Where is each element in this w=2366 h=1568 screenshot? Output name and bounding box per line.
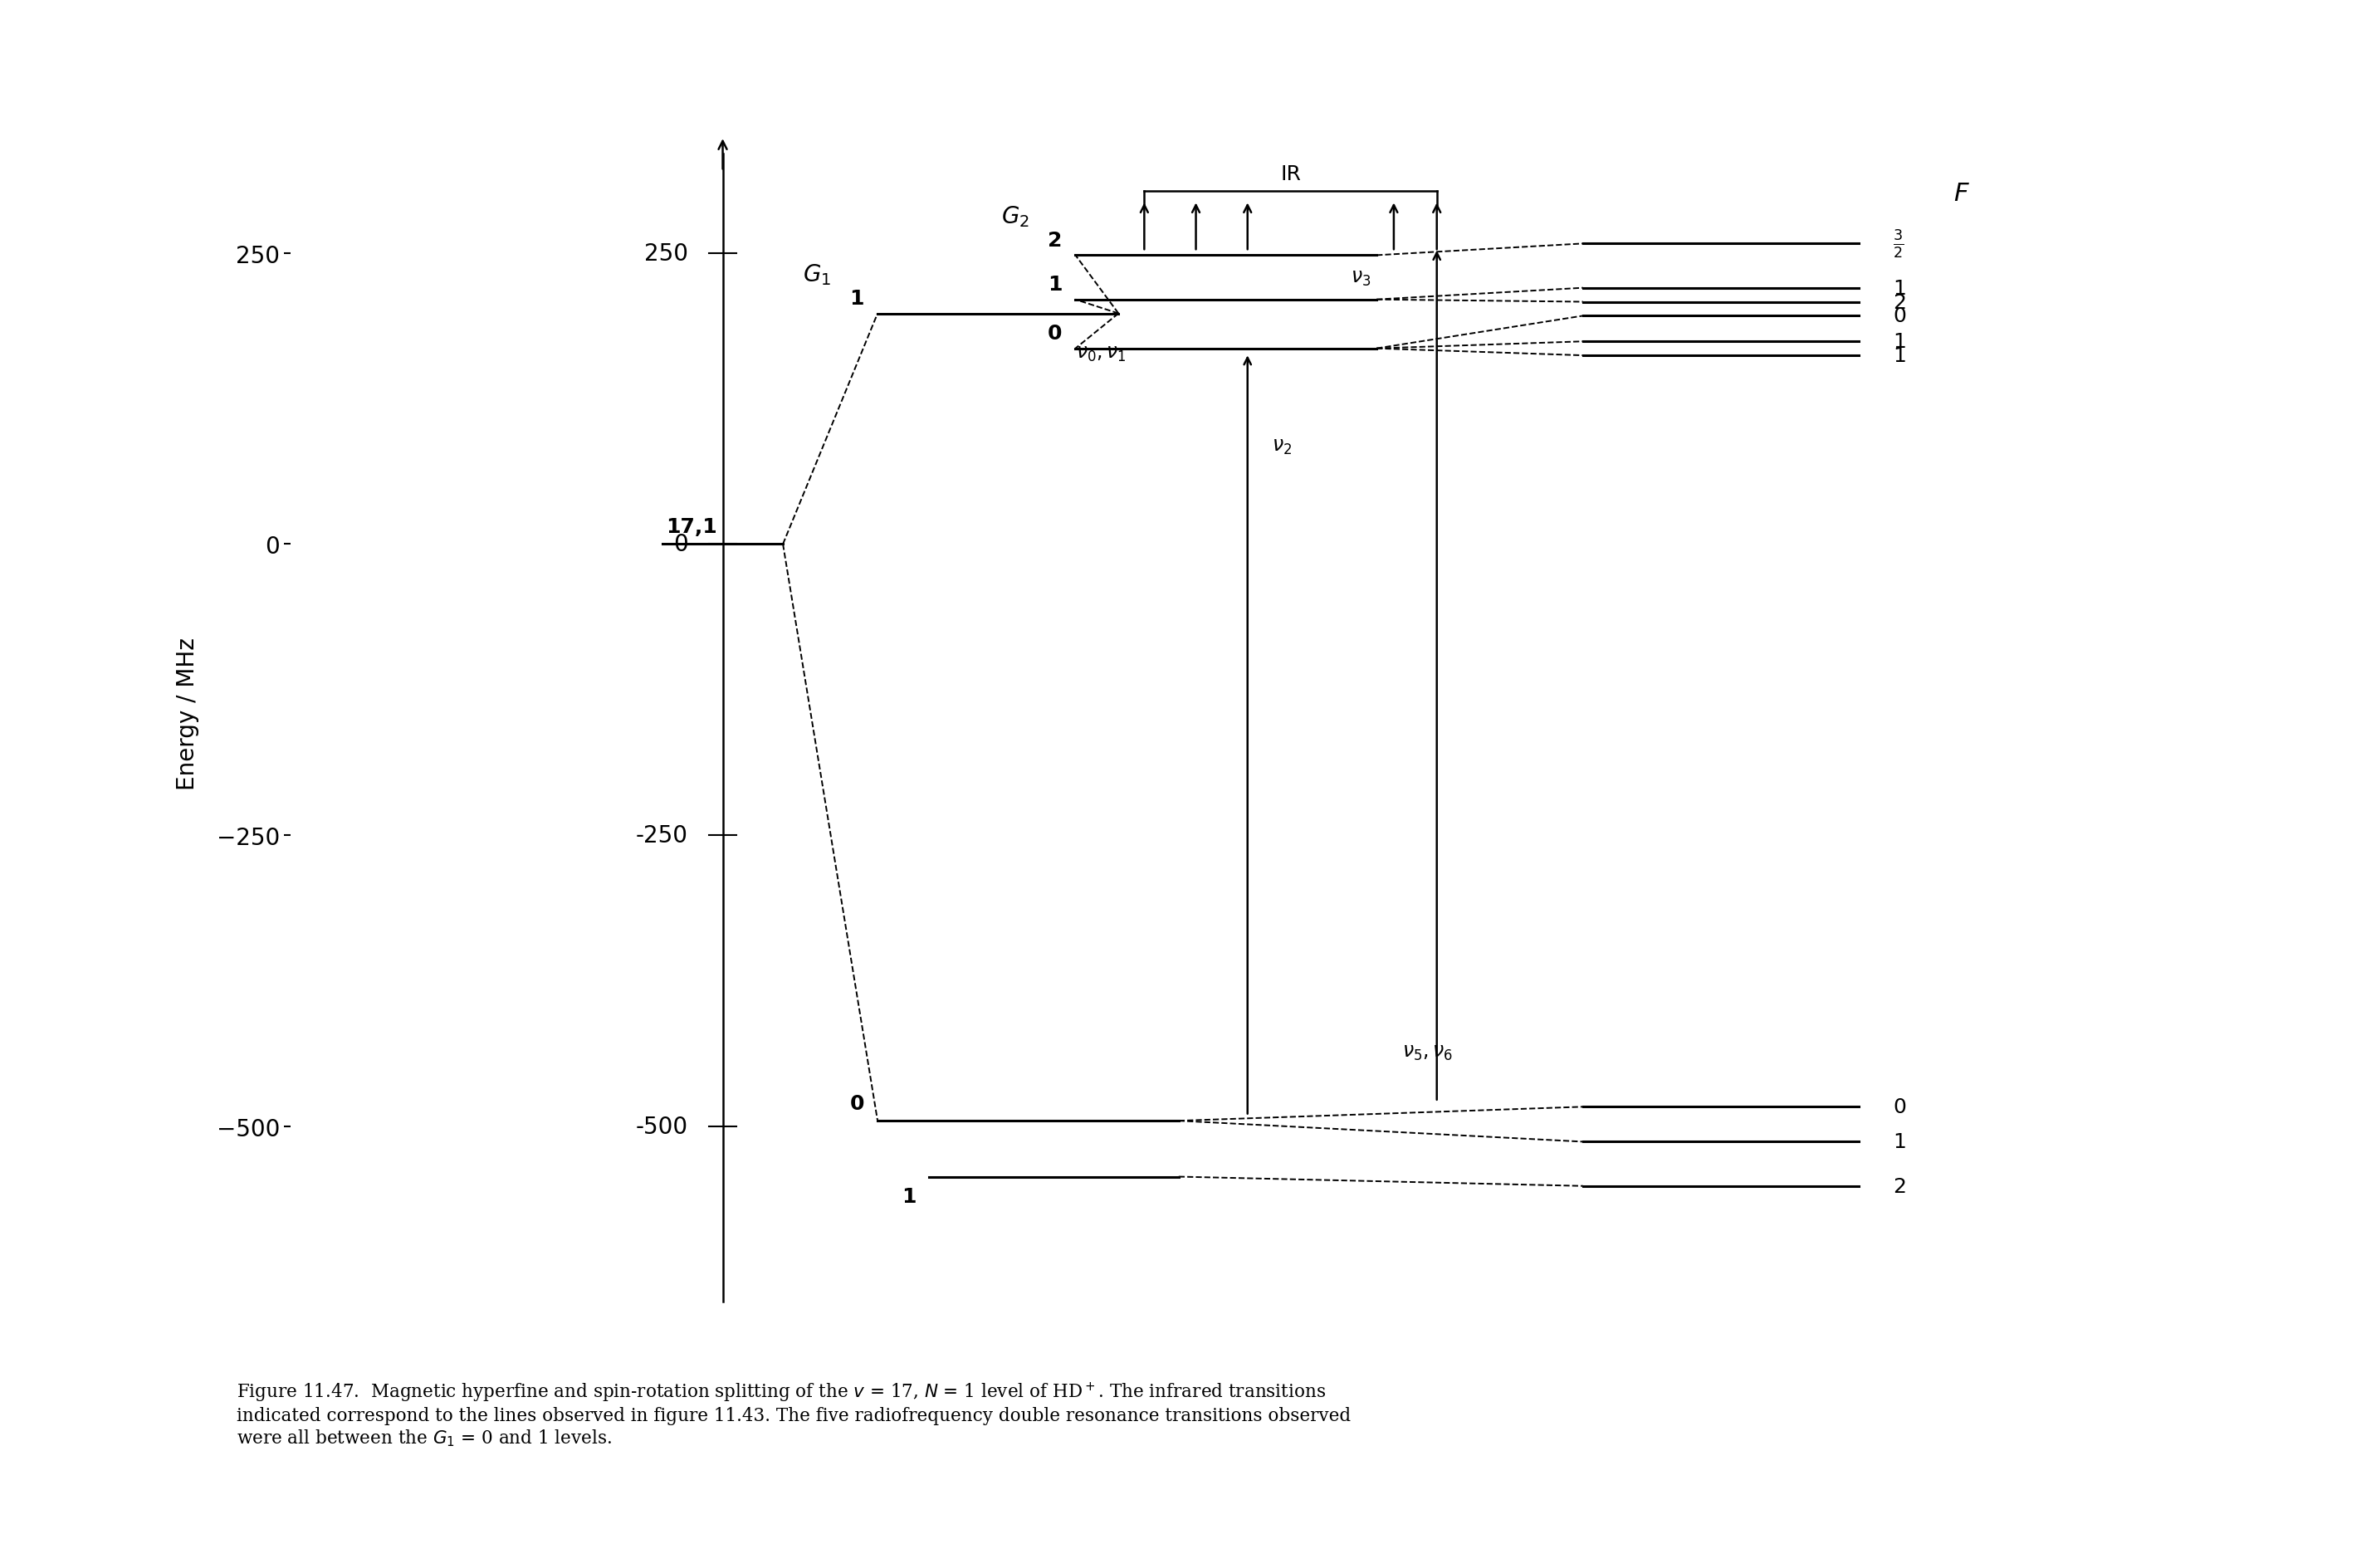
Text: 0: 0: [1893, 306, 1907, 326]
Text: $\nu_3$: $\nu_3$: [1351, 268, 1370, 289]
Y-axis label: Energy / MHz: Energy / MHz: [175, 637, 199, 790]
Text: $\frac{3}{2}$: $\frac{3}{2}$: [1893, 229, 1905, 260]
Text: Figure 11.47.  Magnetic hyperfine and spin-rotation splitting of the $v$ = 17, $: Figure 11.47. Magnetic hyperfine and spi…: [237, 1380, 1351, 1447]
Text: $G_2$: $G_2$: [1001, 204, 1029, 229]
Text: 2: 2: [1048, 230, 1062, 251]
Text: 0: 0: [1048, 325, 1062, 343]
Text: IR: IR: [1280, 165, 1301, 185]
Text: 0: 0: [1893, 1098, 1907, 1116]
Text: -500: -500: [636, 1115, 689, 1138]
Text: 1: 1: [1893, 332, 1907, 351]
Text: 2: 2: [1893, 293, 1907, 312]
Text: $\nu_2$: $\nu_2$: [1273, 437, 1292, 456]
Text: 0: 0: [849, 1093, 864, 1113]
Text: 250: 250: [644, 241, 689, 265]
Text: 0: 0: [674, 533, 689, 557]
Text: 1: 1: [1893, 347, 1907, 365]
Text: $\nu_5,\nu_6$: $\nu_5,\nu_6$: [1403, 1043, 1453, 1062]
Text: 17,1: 17,1: [665, 517, 717, 538]
Text: $G_1$: $G_1$: [802, 262, 830, 287]
Text: 1: 1: [901, 1187, 916, 1207]
Text: $\nu_0,\nu_1$: $\nu_0,\nu_1$: [1077, 343, 1126, 364]
Text: -250: -250: [636, 825, 689, 847]
Text: 1: 1: [1048, 274, 1062, 295]
Text: 1: 1: [849, 289, 864, 309]
Text: 1: 1: [1893, 1132, 1907, 1152]
Text: 1: 1: [1893, 279, 1907, 298]
Text: $F$: $F$: [1954, 182, 1971, 205]
Text: 2: 2: [1893, 1176, 1907, 1196]
